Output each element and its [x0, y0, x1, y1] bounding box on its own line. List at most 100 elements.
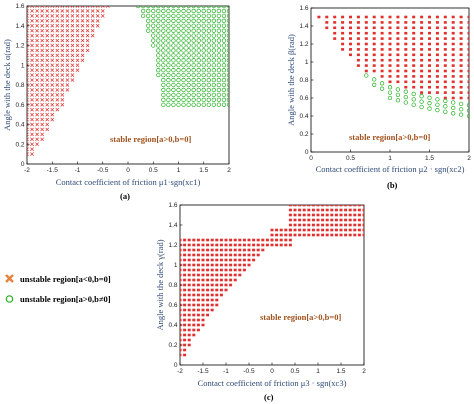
- data-point-unstable-pos: [171, 28, 176, 33]
- data-point-unstable-neg: [443, 58, 447, 62]
- data-point-unstable-pos: [181, 82, 186, 88]
- data-point-unstable-pos: [176, 102, 181, 107]
- data-point-unstable-neg: [35, 122, 39, 127]
- data-point-unstable-neg: [341, 31, 345, 35]
- data-point-unstable-neg: [183, 293, 187, 297]
- data-point-unstable-neg: [428, 69, 431, 73]
- data-point-unstable-neg: [65, 78, 70, 82]
- data-point-unstable-pos: [201, 33, 206, 38]
- y-tick-label: 0.2: [15, 141, 24, 148]
- data-point-unstable-neg: [187, 283, 191, 287]
- data-point-unstable-neg: [349, 53, 352, 57]
- data-point-unstable-neg: [180, 248, 182, 252]
- data-point-unstable-neg: [388, 15, 392, 19]
- data-point-unstable-neg: [224, 258, 228, 262]
- data-point-unstable-neg: [344, 228, 348, 232]
- data-point-unstable-neg: [30, 112, 34, 117]
- data-point-unstable-pos: [387, 95, 393, 101]
- data-point-unstable-neg: [443, 91, 447, 94]
- data-point-unstable-pos: [166, 18, 171, 23]
- data-point-unstable-pos: [403, 100, 408, 105]
- data-point-unstable-neg: [210, 268, 214, 272]
- x-tick-label: 0.5: [149, 167, 158, 174]
- data-point-unstable-pos: [216, 82, 222, 88]
- data-point-unstable-neg: [247, 253, 251, 257]
- data-point-unstable-neg: [206, 238, 210, 242]
- data-point-unstable-neg: [50, 53, 55, 58]
- data-point-unstable-pos: [146, 13, 151, 19]
- data-point-unstable-neg: [420, 58, 424, 62]
- data-point-unstable-pos: [176, 87, 181, 93]
- chart-a-points: [27, 6, 229, 156]
- data-point-unstable-neg: [242, 263, 246, 267]
- data-point-unstable-neg: [40, 132, 44, 137]
- data-point-unstable-neg: [270, 233, 274, 237]
- data-point-unstable-neg: [40, 107, 44, 112]
- data-point-unstable-neg: [459, 69, 463, 73]
- data-point-unstable-pos: [176, 23, 181, 28]
- data-point-unstable-pos: [191, 28, 196, 33]
- data-point-unstable-pos: [146, 18, 151, 23]
- data-point-unstable-neg: [196, 238, 200, 242]
- data-point-unstable-neg: [85, 6, 90, 8]
- data-point-unstable-neg: [229, 248, 233, 252]
- data-point-unstable-neg: [27, 107, 29, 112]
- data-point-unstable-neg: [215, 298, 219, 302]
- data-point-unstable-pos: [211, 33, 217, 38]
- x-tick-label: 1.5: [199, 167, 208, 174]
- data-point-unstable-neg: [412, 42, 416, 46]
- data-point-unstable-neg: [60, 58, 65, 63]
- data-point-unstable-pos: [221, 82, 227, 88]
- data-point-unstable-neg: [85, 23, 90, 28]
- data-point-unstable-neg: [307, 228, 311, 232]
- data-point-unstable-neg: [229, 283, 233, 287]
- data-point-unstable-neg: [420, 15, 424, 19]
- data-point-unstable-neg: [35, 142, 39, 147]
- y-tick-label: 0.2: [168, 342, 177, 349]
- data-point-unstable-neg: [187, 293, 191, 297]
- data-point-unstable-neg: [443, 42, 447, 46]
- data-point-unstable-neg: [344, 213, 348, 217]
- data-point-unstable-neg: [201, 308, 205, 312]
- data-point-unstable-neg: [180, 288, 182, 292]
- y-tick-label: 0.4: [299, 113, 308, 120]
- data-point-unstable-neg: [219, 243, 223, 247]
- data-point-unstable-neg: [219, 248, 223, 252]
- data-point-unstable-neg: [451, 21, 455, 24]
- data-point-unstable-neg: [229, 243, 233, 247]
- data-point-unstable-neg: [404, 58, 408, 62]
- data-point-unstable-neg: [201, 253, 205, 257]
- data-point-unstable-neg: [372, 64, 376, 67]
- data-point-unstable-pos: [226, 13, 229, 19]
- data-point-unstable-neg: [435, 64, 439, 67]
- data-point-unstable-neg: [27, 78, 29, 82]
- data-point-unstable-neg: [330, 213, 334, 217]
- data-point-unstable-neg: [40, 83, 44, 87]
- data-point-unstable-neg: [201, 323, 205, 327]
- data-point-unstable-pos: [176, 13, 181, 19]
- data-point-unstable-neg: [344, 208, 348, 212]
- data-point-unstable-pos: [221, 18, 227, 23]
- data-point-unstable-neg: [100, 14, 105, 18]
- chart-b-ticks: 0 0.5 1 1.5 2 0 0.2 0.4 0.6 0.8 1 1.2 1.4 1.6: [299, 5, 471, 162]
- x-tick-label: 1.5: [336, 368, 345, 375]
- data-point-unstable-neg: [65, 88, 70, 92]
- x-tick-label: -1: [75, 167, 81, 174]
- legend-label-unstable-neg: unstable region[a<0,b=0]: [20, 274, 111, 284]
- data-point-unstable-neg: [75, 38, 80, 43]
- data-point-unstable-neg: [353, 205, 357, 207]
- data-point-unstable-pos: [226, 28, 229, 33]
- data-point-unstable-pos: [216, 43, 222, 48]
- data-point-unstable-neg: [238, 238, 242, 242]
- data-point-unstable-neg: [201, 303, 205, 307]
- data-point-unstable-neg: [388, 48, 392, 51]
- data-point-unstable-neg: [60, 97, 65, 102]
- data-point-unstable-neg: [279, 243, 283, 247]
- data-point-unstable-pos: [135, 6, 141, 9]
- data-point-unstable-neg: [35, 63, 39, 68]
- data-point-unstable-pos: [141, 6, 146, 9]
- data-point-unstable-neg: [35, 88, 39, 92]
- data-point-unstable-neg: [364, 48, 368, 51]
- data-point-unstable-neg: [293, 223, 297, 227]
- data-point-unstable-pos: [181, 53, 186, 58]
